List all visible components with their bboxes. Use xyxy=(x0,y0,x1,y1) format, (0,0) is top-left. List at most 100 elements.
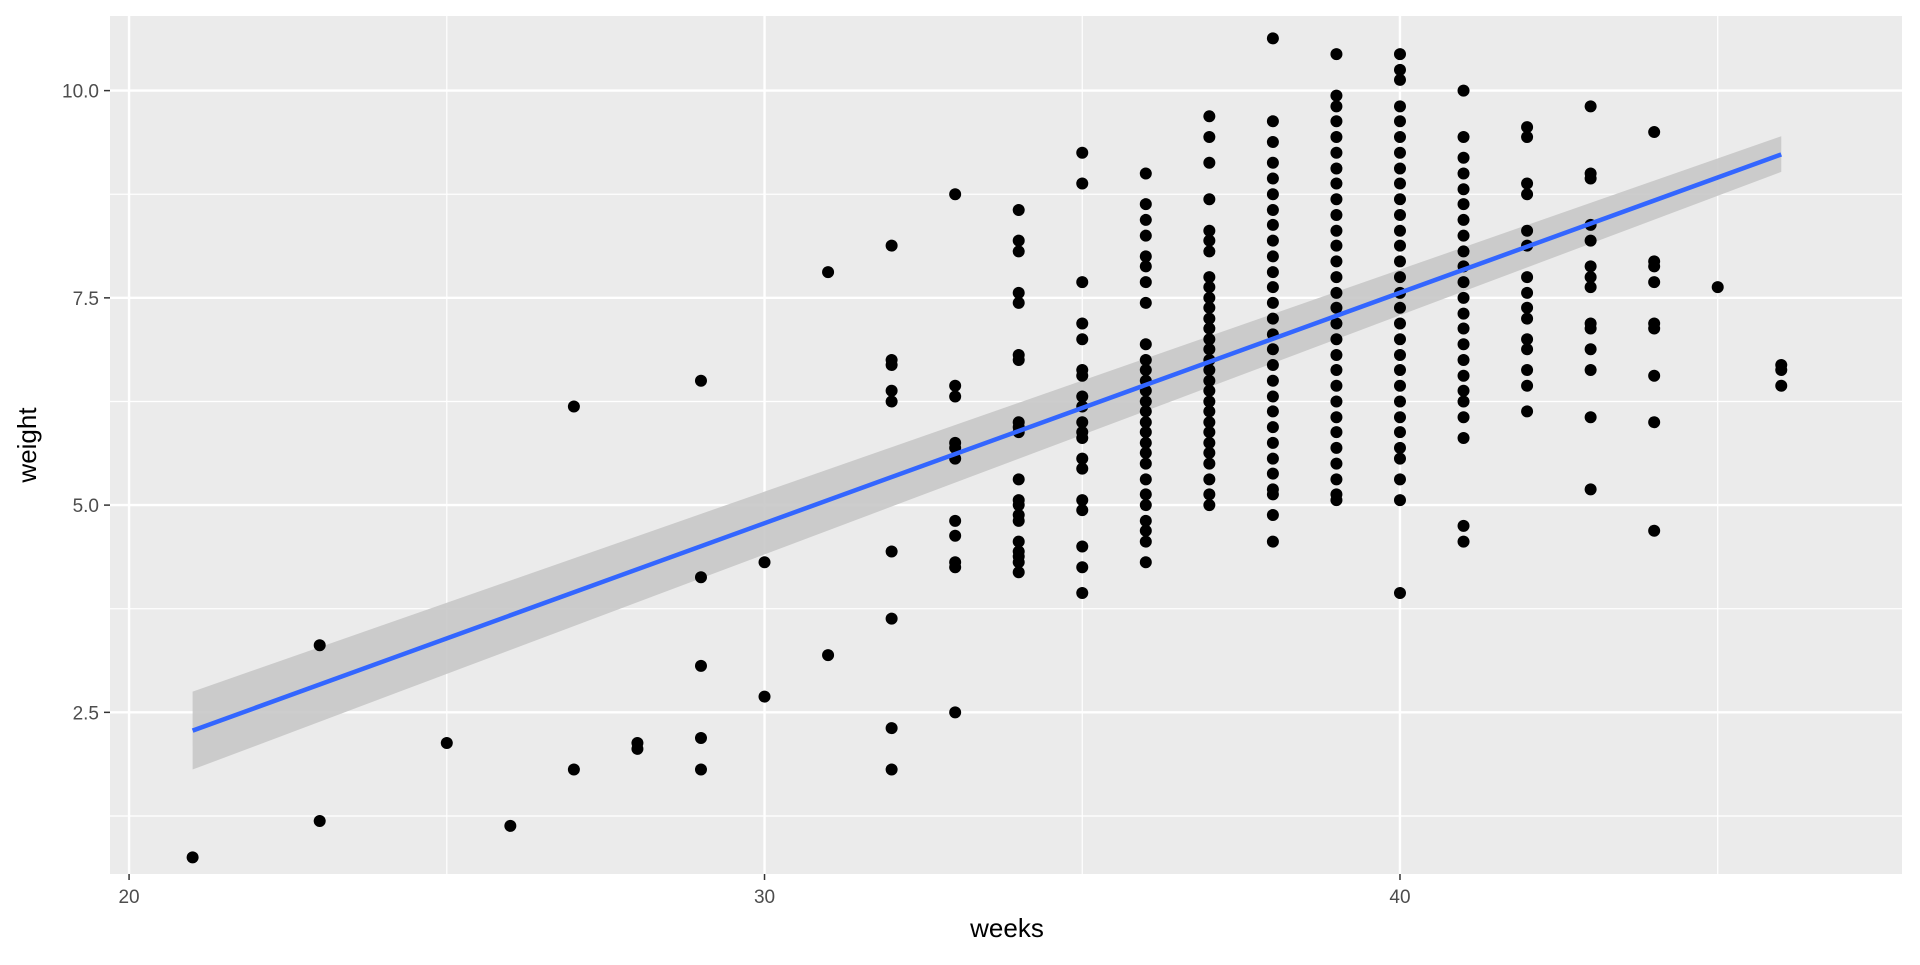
data-point xyxy=(1266,421,1279,434)
data-point xyxy=(1393,395,1406,408)
data-point xyxy=(1203,457,1216,470)
y-axis-title: weight xyxy=(12,407,42,484)
y-tick-label: 2.5 xyxy=(73,703,99,724)
data-point xyxy=(1139,405,1152,418)
data-point xyxy=(1648,322,1661,335)
data-point xyxy=(1393,146,1406,159)
data-point xyxy=(1076,431,1089,444)
data-point xyxy=(1012,499,1025,512)
data-point xyxy=(1076,390,1089,403)
data-point xyxy=(1330,349,1343,362)
data-point xyxy=(1139,426,1152,439)
data-point xyxy=(1266,312,1279,325)
data-point xyxy=(1457,411,1470,424)
data-point xyxy=(1330,89,1343,102)
data-point xyxy=(694,659,707,672)
data-point xyxy=(1266,32,1279,45)
data-point xyxy=(1584,483,1597,496)
data-point xyxy=(1330,146,1343,159)
data-point xyxy=(567,400,580,413)
data-point xyxy=(1584,100,1597,113)
data-point xyxy=(1139,499,1152,512)
data-point xyxy=(1330,317,1343,330)
data-point xyxy=(1521,286,1534,299)
data-point xyxy=(1521,333,1534,346)
data-point xyxy=(1076,333,1089,346)
data-point xyxy=(694,571,707,584)
data-point xyxy=(1330,48,1343,61)
data-point xyxy=(1266,405,1279,418)
regression-line xyxy=(191,152,1783,733)
data-point xyxy=(1203,224,1216,237)
data-point xyxy=(885,722,898,735)
data-point xyxy=(1266,509,1279,522)
data-point xyxy=(1139,473,1152,486)
data-point xyxy=(1393,162,1406,175)
data-point xyxy=(1648,126,1661,139)
data-point xyxy=(1457,519,1470,532)
data-point xyxy=(885,395,898,408)
data-point xyxy=(1330,473,1343,486)
data-point xyxy=(1457,431,1470,444)
data-point xyxy=(1457,198,1470,211)
data-point xyxy=(1139,556,1152,569)
data-point xyxy=(1139,395,1152,408)
data-point xyxy=(822,266,835,279)
data-point xyxy=(1393,333,1406,346)
data-point xyxy=(1266,234,1279,247)
y-axis-ticks: 2.5 5.0 7.5 10.0 xyxy=(62,82,110,724)
data-point xyxy=(1584,363,1597,376)
data-point xyxy=(1711,281,1724,294)
x-axis-title: weeks xyxy=(969,913,1044,943)
data-point xyxy=(1266,535,1279,548)
data-point xyxy=(1330,379,1343,392)
data-point xyxy=(1203,395,1216,408)
data-point xyxy=(1393,411,1406,424)
data-point xyxy=(1203,234,1216,247)
data-point xyxy=(1012,203,1025,216)
data-point xyxy=(1521,177,1534,190)
data-point xyxy=(1457,307,1470,320)
data-point xyxy=(1393,363,1406,376)
data-point xyxy=(1012,234,1025,247)
data-point xyxy=(1139,167,1152,180)
confidence-band xyxy=(192,136,1782,770)
data-point xyxy=(822,649,835,662)
data-point xyxy=(1584,322,1597,335)
data-point xyxy=(885,763,898,776)
x-tick-label: 40 xyxy=(1389,887,1410,908)
data-point xyxy=(1203,416,1216,429)
data-point xyxy=(1457,131,1470,144)
data-point xyxy=(1457,322,1470,335)
data-point xyxy=(1393,177,1406,190)
data-point xyxy=(1203,426,1216,439)
data-point xyxy=(1457,395,1470,408)
data-point xyxy=(1393,441,1406,454)
data-point xyxy=(1076,540,1089,553)
data-point xyxy=(1521,379,1534,392)
data-point xyxy=(1330,131,1343,144)
data-point xyxy=(1139,488,1152,501)
data-point xyxy=(1393,271,1406,284)
data-point xyxy=(1393,73,1406,86)
confidence-band-layer xyxy=(192,136,1782,770)
data-point xyxy=(1521,363,1534,376)
data-point xyxy=(949,390,962,403)
data-point xyxy=(1330,271,1343,284)
data-point xyxy=(1648,524,1661,537)
data-point xyxy=(1139,535,1152,548)
data-point xyxy=(1076,276,1089,289)
data-point xyxy=(885,239,898,252)
data-point xyxy=(1330,162,1343,175)
data-point xyxy=(1139,296,1152,309)
data-point xyxy=(1076,586,1089,599)
data-point xyxy=(758,690,771,703)
data-point xyxy=(567,763,580,776)
data-point xyxy=(1584,271,1597,284)
data-point xyxy=(1330,441,1343,454)
data-point xyxy=(1330,494,1343,507)
data-point xyxy=(694,732,707,745)
data-point xyxy=(1203,193,1216,206)
